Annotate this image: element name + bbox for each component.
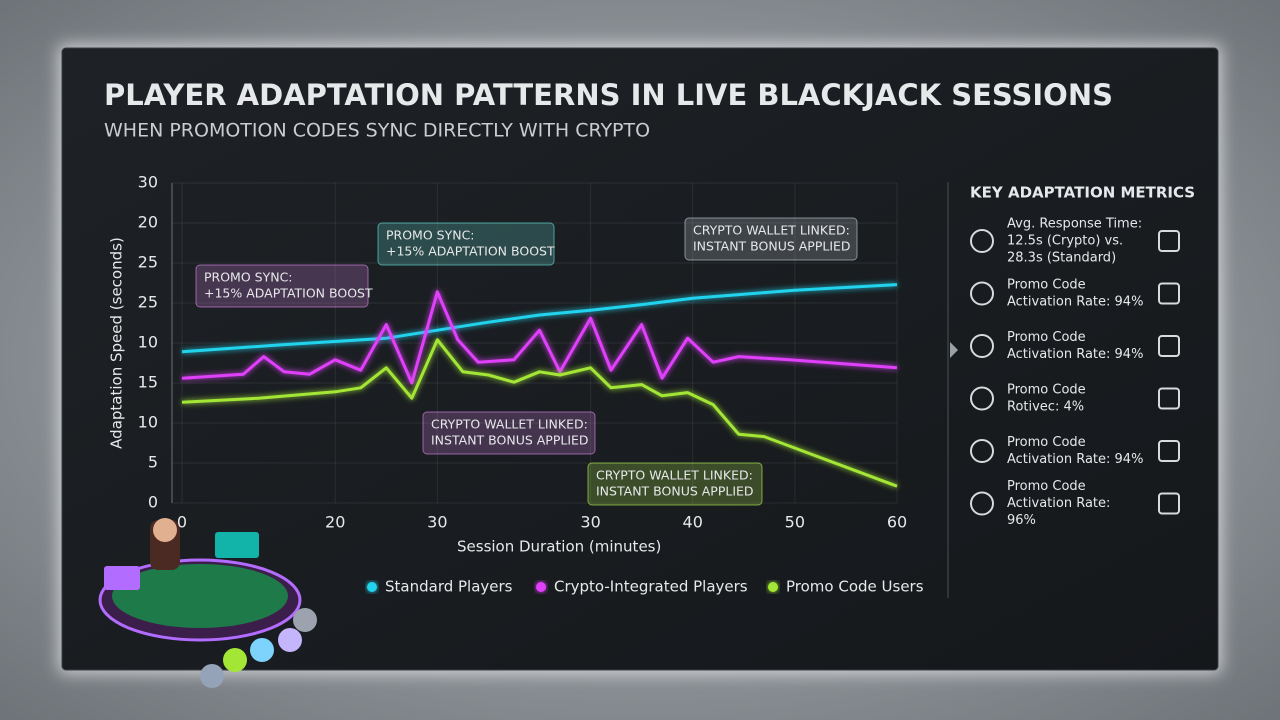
y-tick-label: 10 [138, 333, 158, 352]
annotation-title: CRYPTO WALLET LINKED: [596, 468, 753, 483]
metric-text: Promo Code [1007, 479, 1086, 494]
annotation-text: +15% ADAPTATION BOOST [386, 244, 555, 259]
legend-marker [367, 582, 377, 592]
annotation-box [587, 462, 763, 506]
y-tick-label: 30 [138, 173, 158, 192]
annotation-title: CRYPTO WALLET LINKED: [431, 417, 588, 432]
y-tick-label: 0 [148, 493, 158, 512]
series-line [181, 338, 898, 488]
annotation-box [684, 217, 858, 261]
x-tick-label: 30 [427, 513, 447, 532]
legend-label: Promo Code Users [786, 578, 924, 596]
metric-icon [970, 386, 994, 411]
metric-icon-right [1158, 387, 1180, 410]
metric-icon-right [1158, 335, 1180, 357]
y-tick-label: 5 [148, 453, 158, 472]
metric-icon [970, 229, 994, 253]
annotation-text: INSTANT BONUS APPLIED [431, 433, 589, 448]
sidebar-arrow [950, 342, 958, 358]
y-tick-label: 25 [138, 293, 158, 312]
dealer-illustration [98, 518, 317, 688]
metric-text: Rotivec: 4% [1007, 400, 1084, 415]
chart-title: PLAYER ADAPTATION PATTERNS IN LIVE BLACK… [104, 78, 1113, 112]
y-tick-label: 15 [138, 373, 158, 392]
annotation-text: INSTANT BONUS APPLIED [693, 239, 851, 254]
metric-text: 28.3s (Standard) [1007, 251, 1116, 266]
metric-text: Activation Rate: 94% [1007, 347, 1143, 362]
annotation-box [195, 264, 369, 308]
x-tick-label: 0 [177, 513, 187, 532]
metric-text: Promo Code [1007, 330, 1086, 345]
metric-text: Activation Rate: [1007, 496, 1110, 511]
chart-subtitle: WHEN PROMOTION CODES SYNC DIRECTLY WITH … [104, 120, 650, 142]
series-line [181, 283, 898, 354]
metric-text: Activation Rate: 94% [1007, 295, 1143, 310]
metric-text: Promo Code [1007, 435, 1086, 450]
x-tick-label: 40 [683, 513, 703, 532]
legend-label: Crypto-Integrated Players [554, 578, 748, 596]
metric-text: Avg. Response Time: [1007, 217, 1142, 232]
x-tick-label: 30 [580, 513, 600, 532]
metric-icon-right [1158, 492, 1180, 515]
metric-text: Activation Rate: 94% [1007, 452, 1143, 467]
metric-text: Promo Code [1007, 383, 1086, 398]
metric-icon-right [1158, 440, 1180, 462]
y-tick-label: 25 [138, 253, 158, 272]
x-axis-label: Session Duration (minutes) [457, 538, 661, 556]
metric-icon [970, 281, 994, 306]
annotation-box [422, 411, 596, 455]
annotation-title: PROMO SYNC: [386, 228, 475, 243]
y-tick-label: 10 [138, 413, 158, 432]
metric-icon-right [1158, 230, 1180, 252]
y-axis-label: Adaptation Speed (seconds) [108, 237, 126, 449]
legend-marker [536, 582, 546, 592]
sidebar-title: KEY ADAPTATION METRICS [970, 184, 1195, 202]
metric-text: Promo Code [1007, 278, 1086, 293]
metric-icon [970, 491, 994, 516]
legend-marker [768, 582, 778, 592]
metric-text: 96% [1007, 513, 1036, 528]
metric-icon [970, 439, 994, 463]
x-tick-label: 50 [785, 513, 805, 532]
annotation-box [377, 222, 555, 266]
metric-text: 12.5s (Crypto) vs. [1007, 234, 1123, 249]
x-tick-label: 20 [325, 513, 345, 532]
annotation-text: +15% ADAPTATION BOOST [204, 286, 373, 301]
metric-icon [970, 334, 994, 358]
annotation-title: PROMO SYNC: [204, 270, 293, 285]
metric-icon-right [1158, 282, 1180, 305]
panel [61, 47, 1219, 671]
legend-label: Standard Players [385, 578, 513, 596]
annotation-text: INSTANT BONUS APPLIED [596, 484, 754, 499]
annotation-title: CRYPTO WALLET LINKED: [693, 223, 850, 238]
x-tick-label: 60 [887, 513, 907, 532]
y-tick-label: 20 [138, 213, 158, 232]
series-line [181, 290, 898, 385]
